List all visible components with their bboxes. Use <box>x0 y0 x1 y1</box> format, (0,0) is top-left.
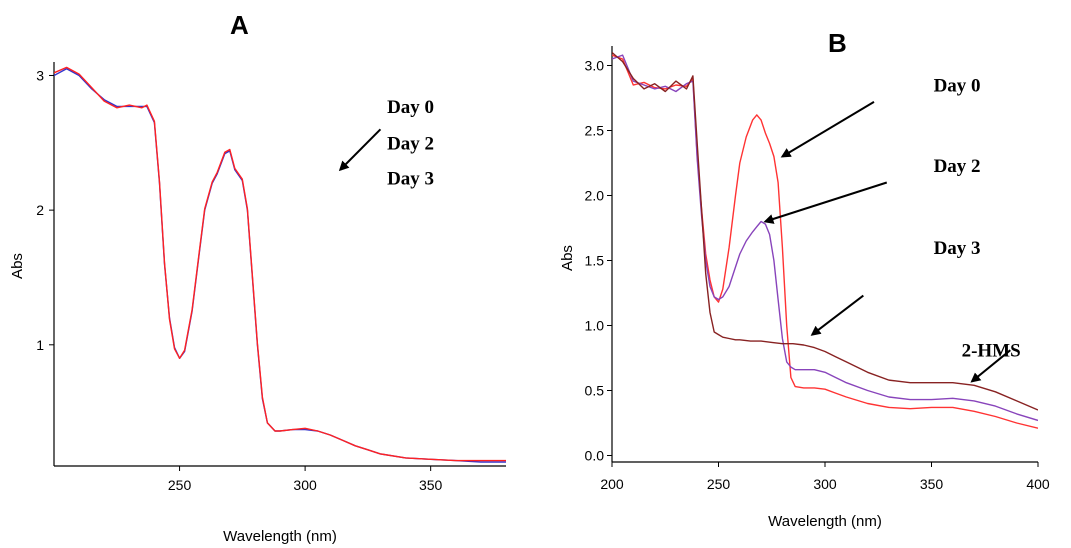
x-axis-title: Wavelength (nm) <box>768 513 882 530</box>
y-tick-label: 2.5 <box>585 123 605 139</box>
panel-label: A <box>230 10 249 40</box>
annotation-arrow <box>763 181 888 224</box>
annotation-arrow <box>970 349 1011 383</box>
annotation-label: Day 0 <box>387 97 434 118</box>
series-line-1 <box>54 67 506 463</box>
series-line-2 <box>54 66 506 462</box>
y-tick-label: 0.5 <box>585 383 605 399</box>
y-tick-label: 3.0 <box>585 58 605 74</box>
y-axis-title: Abs <box>559 245 576 271</box>
x-tick-label: 400 <box>1026 476 1050 492</box>
annotation-arrow <box>780 101 875 158</box>
x-tick-label: 350 <box>419 477 443 493</box>
x-tick-label: 350 <box>920 476 944 492</box>
y-tick-label: 1 <box>36 337 44 353</box>
y-tick-label: 0.0 <box>585 448 605 464</box>
x-tick-label: 250 <box>707 476 731 492</box>
panel-a-chart: A 250 300 350 1 2 3 Wavelength (nm) Abs Day 0 Day … <box>9 10 506 545</box>
x-tick-label: 300 <box>813 476 837 492</box>
annotation-label: Day 2 <box>387 134 434 155</box>
y-tick-label: 1.5 <box>585 253 605 269</box>
series-line-2 <box>612 54 1038 422</box>
annotation-label: Day 2 <box>934 156 981 177</box>
annotation-label: Day 3 <box>387 169 434 190</box>
x-tick-label: 200 <box>600 476 624 492</box>
y-tick-label: 1.0 <box>585 318 605 334</box>
y-tick-label: 3 <box>36 67 44 83</box>
annotation-arrow <box>810 294 864 336</box>
y-axis-title: Abs <box>9 253 26 279</box>
x-tick-label: 300 <box>293 477 317 493</box>
annotation-label: Day 0 <box>934 76 981 97</box>
x-axis-title: Wavelength (nm) <box>223 528 337 545</box>
y-tick-label: 2.0 <box>585 188 605 204</box>
x-tick-label: 250 <box>168 477 192 493</box>
annotation-label: 2-HMS <box>962 341 1021 362</box>
panel-label: B <box>828 28 847 58</box>
panel-b-chart: B 200 250 300 350 400 0.0 0.5 1.0 1.5 2.0 2.5 3.0 Wav… <box>559 28 1050 530</box>
y-tick-label: 2 <box>36 202 44 218</box>
annotation-arrow <box>338 128 382 172</box>
annotation-label: Day 3 <box>934 238 981 259</box>
series-line-3 <box>612 51 1038 411</box>
